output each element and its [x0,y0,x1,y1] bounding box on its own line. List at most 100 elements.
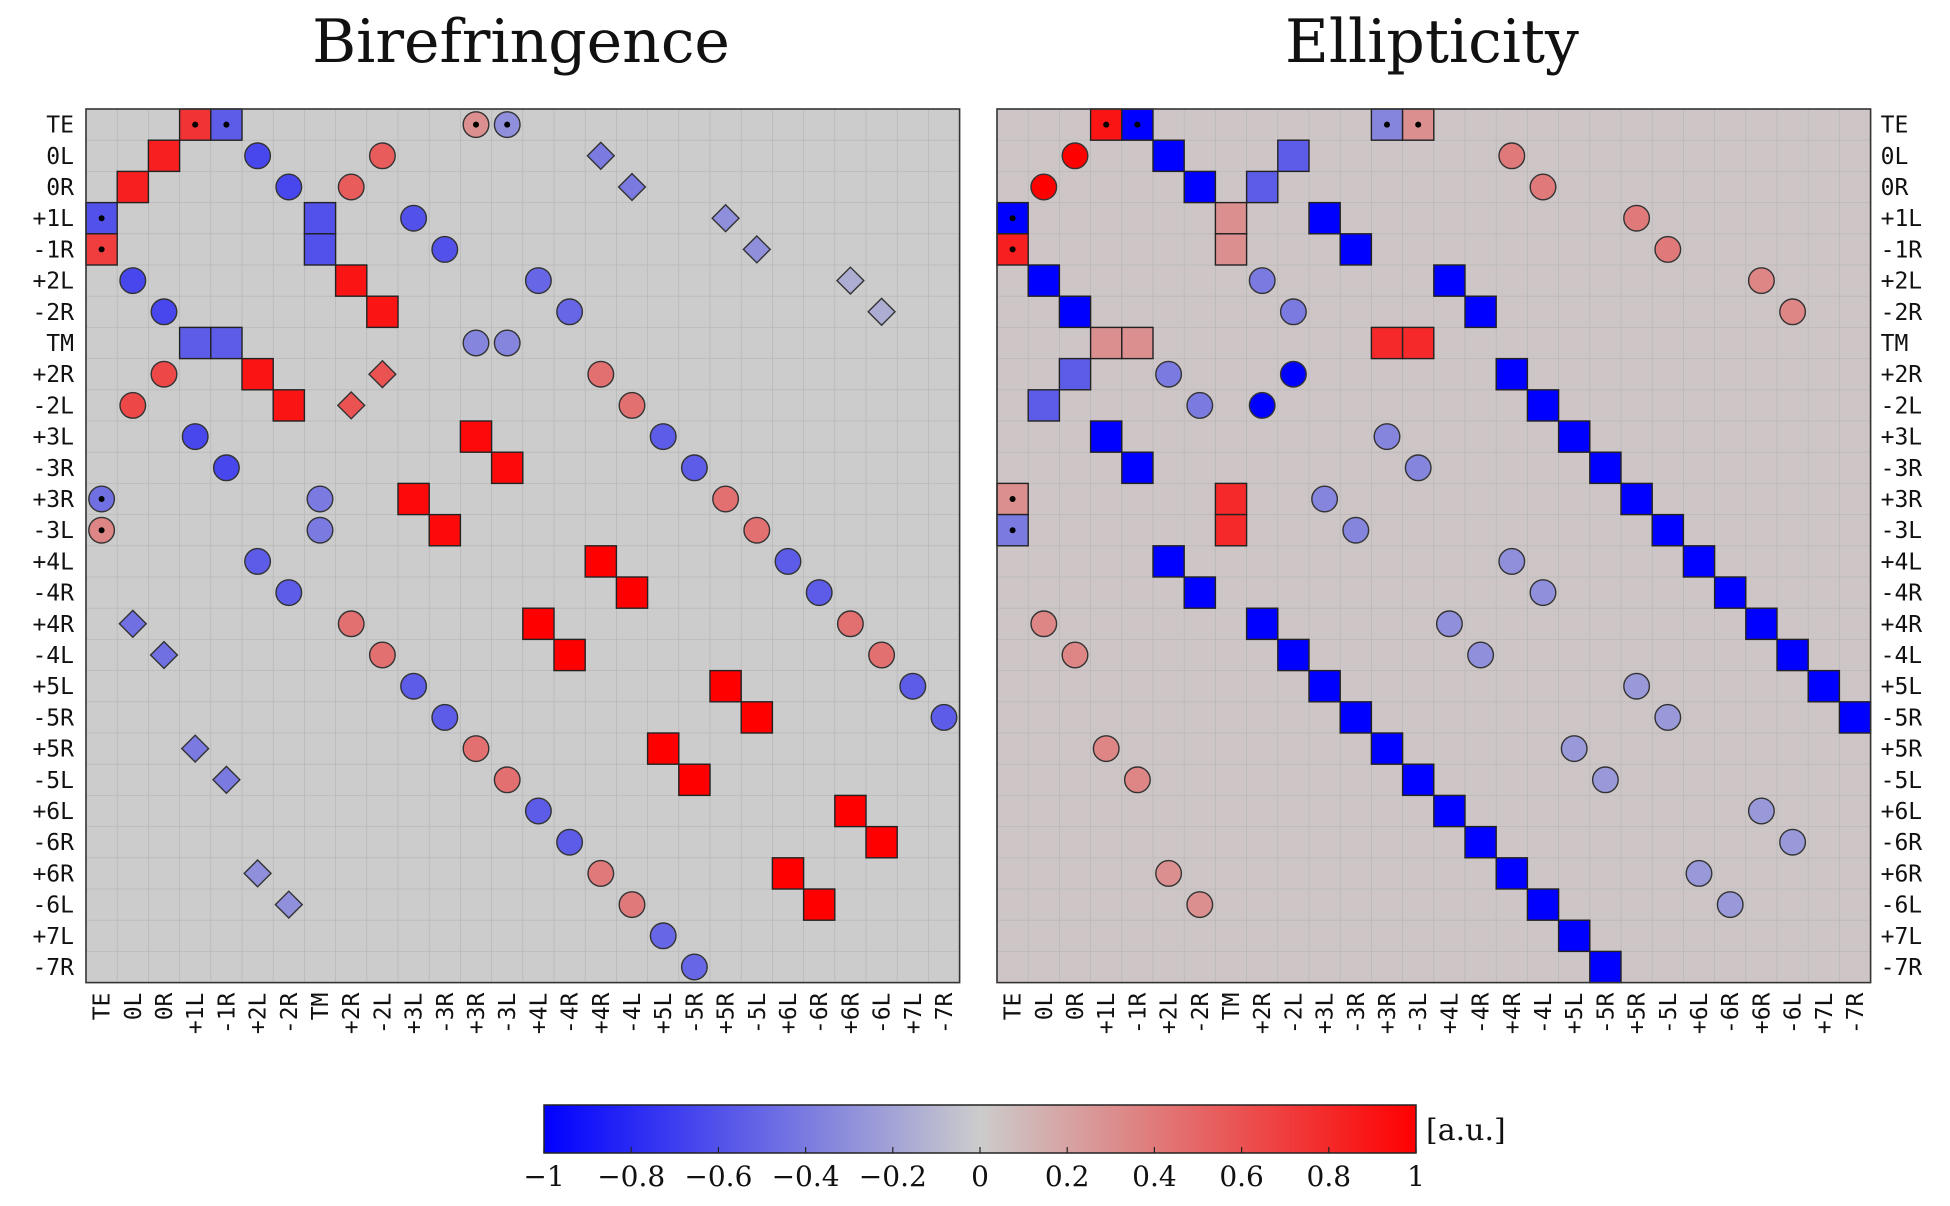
x-tick-label: TM [1219,993,1245,1021]
y-tick-label: +3R [1881,487,1923,513]
square-mark--1R-TM [1214,233,1248,266]
x-tick-label: -6L [1781,993,1807,1035]
x-tick-label: +1L [183,993,209,1035]
square-mark-+6R-+4R [1495,857,1529,890]
square-mark--1R--3R [1339,233,1373,266]
x-tick-label: +2R [1250,992,1276,1034]
square-mark-TM-+3R [1370,326,1404,360]
y-tick-label: -7R [1881,955,1923,981]
center-dot [98,246,105,253]
y-tick-label: +1L [32,206,74,232]
y-tick-label: +5L [1881,674,1923,700]
x-tick-label: +6L [1687,993,1713,1035]
circle-mark--4R--4L [1529,579,1557,607]
square-mark-+2L-+4L [1433,264,1466,297]
square-mark-0R-+2R [1245,170,1279,204]
colorbar-tick-label: 0.6 [1219,1160,1264,1193]
y-tick-label: -1R [32,237,74,263]
square-mark--4R--2R [1183,576,1217,609]
circle-mark--1R--5L [1654,235,1682,263]
diamond-mark--6L--2R [274,890,304,920]
square-mark--4R--6R [1713,576,1747,609]
circle-mark--6R--4R [556,828,584,856]
circle-mark--3R--3L [1404,454,1432,482]
circle-mark-0R-+2R [337,173,365,201]
y-tick-label: -3L [32,518,74,544]
x-tick-label: -5L [745,993,771,1035]
y-tick-label: -4R [32,581,74,607]
circle-mark-+1L-+3L [400,204,428,232]
circle-mark-+3L-+1L [181,423,209,451]
y-tick-label: TM [46,331,74,357]
x-tick-label: -3R [1344,992,1370,1034]
square-mark-+6L-+6R [834,794,867,828]
x-tick-label: +6R [838,992,864,1034]
plot-frame [85,108,961,984]
square-mark--6R--6L [865,825,898,859]
diamond-mark-+4R-0L [118,609,148,639]
square-mark--4R--4L [615,576,649,609]
square-mark--3L--3R [428,513,462,547]
square-mark-+2L-+2R [334,264,368,297]
y-tick-label: -3R [32,456,74,482]
y-tick-label: +4R [1881,612,1923,638]
ellipticity-panel: EllipticityTE0L0R+1L-1R+2L-2RTM+2R-2L+3L… [996,7,1923,1035]
y-tick-label: +2L [1881,269,1923,295]
square-mark-+5L-+7L [1807,669,1841,703]
circle-mark--2L-0L [119,391,147,419]
circle-mark--2R--2L [1279,298,1307,326]
circle-mark-+7L-+5L [649,922,677,950]
square-mark--3R--3L [490,451,524,485]
circle-mark--2R--6L [1779,298,1807,326]
circle-mark-+3L-+5L [649,423,677,451]
circle-mark-0L-+4R [1498,142,1526,170]
square-mark--5R--5L [740,701,774,734]
square-mark-+5R-+3R [1370,732,1404,765]
circle-mark--3L--5L [743,516,771,544]
colorbar-tick-label: −0.6 [684,1160,752,1193]
diamond-mark-+6R-+2L [243,858,273,888]
square-mark-0R-0L [116,170,150,204]
x-tick-label: +7L [1812,993,1838,1035]
circle-mark--4L-0R [1061,641,1089,669]
y-tick-label: 0L [1881,144,1909,170]
center-dot [1009,246,1016,253]
square-mark-TM-+1L [178,326,212,360]
y-tick-label: -5L [32,768,74,794]
circle-mark--5R--5L [1654,703,1682,731]
diamond-mark--1R--5L [742,234,772,264]
circle-mark--1R--3R [431,235,459,263]
y-tick-label: +2R [32,362,74,388]
ellipticity-title: Ellipticity [1285,7,1579,77]
circle-mark--4L--4R [1467,641,1495,669]
square-mark-+3L-+5L [1557,420,1591,453]
x-tick-label: -4R [558,992,584,1034]
center-dot [98,527,105,534]
square-mark-+5R-+5L [646,732,680,765]
y-tick-label: +6R [1881,861,1923,887]
circle-mark-0R--2R [275,173,303,201]
center-dot [1384,121,1390,128]
center-dot [98,496,105,502]
diamond-mark--4L-0R [149,640,179,670]
circle-mark-+6R-+4R [587,859,615,887]
y-tick-label: -6L [1881,893,1923,919]
y-tick-label: -5L [1881,768,1923,794]
y-tick-label: +4L [32,549,74,575]
square-mark--2L--4L [1526,389,1560,422]
circle-mark-+6L-+4L [524,797,552,825]
x-tick-label: -3L [495,993,521,1035]
circle-mark--4L--2L [368,641,396,669]
square-mark-+4L-+4R [584,545,618,578]
x-tick-label: -6R [807,992,833,1034]
y-tick-label: +3R [32,487,74,513]
x-tick-label: -2R [277,992,303,1034]
square-mark-+1L-TM [1214,201,1248,235]
circle-mark--3R--1R [212,454,240,482]
center-dot [1009,527,1016,534]
y-tick-label: -4R [1881,581,1923,607]
y-tick-label: +5L [32,674,74,700]
colorbar-tick-label: 1 [1407,1160,1425,1193]
circle-mark--6L--6R [1716,891,1744,919]
